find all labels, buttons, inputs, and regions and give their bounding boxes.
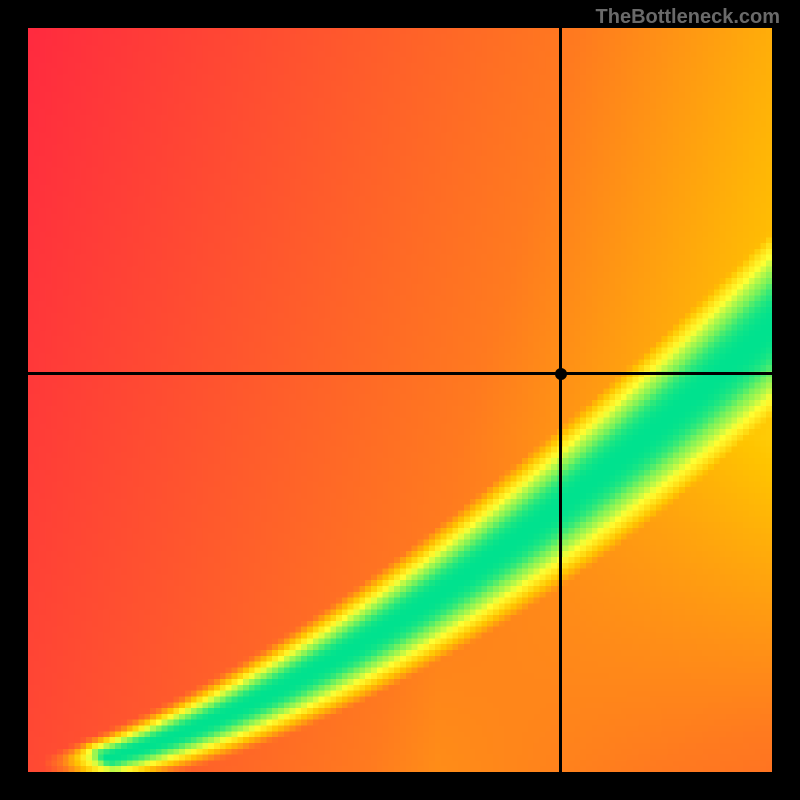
crosshair-vertical <box>559 28 562 772</box>
watermark-text: TheBottleneck.com <box>596 6 780 29</box>
crosshair-marker <box>555 368 567 380</box>
chart-container: TheBottleneck.com <box>0 0 800 800</box>
crosshair-horizontal <box>28 372 772 375</box>
bottleneck-heatmap <box>28 28 772 772</box>
